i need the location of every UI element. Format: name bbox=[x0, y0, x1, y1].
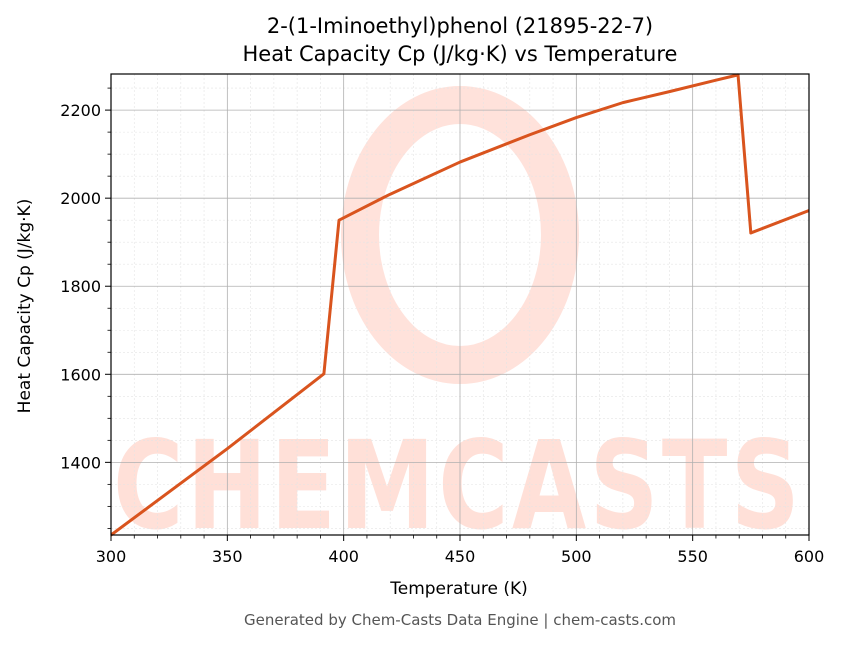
series-line-cp bbox=[111, 73, 809, 537]
x-tick-label: 500 bbox=[561, 547, 592, 566]
y-tick-label: 1800 bbox=[60, 277, 101, 296]
x-axis-label: Temperature (K) bbox=[389, 579, 528, 599]
x-tick-labels: 300 350 400 450 500 550 600 bbox=[96, 547, 825, 566]
chart-title-line-1: 2-(1-Iminoethyl)phenol (21895-22-7) bbox=[267, 14, 653, 38]
y-tick-label: 2000 bbox=[60, 189, 101, 208]
x-tick-label: 350 bbox=[212, 547, 243, 566]
watermark-text: CHEMCASTS bbox=[113, 415, 803, 557]
series-layer bbox=[111, 73, 809, 537]
y-tick-label: 1400 bbox=[60, 453, 101, 472]
axis-ticks bbox=[105, 87, 810, 541]
x-tick-label: 300 bbox=[96, 547, 127, 566]
chart-title-line-2: Heat Capacity Cp (J/kg·K) vs Temperature bbox=[243, 42, 678, 66]
y-tick-label: 1600 bbox=[60, 365, 101, 384]
footer-credit: Generated by Chem-Casts Data Engine | ch… bbox=[244, 611, 676, 629]
watermark: CHEMCASTS bbox=[113, 86, 803, 557]
x-tick-label: 450 bbox=[445, 547, 476, 566]
y-axis-label: Heat Capacity Cp (J/kg·K) bbox=[15, 199, 35, 414]
x-tick-label: 400 bbox=[328, 547, 359, 566]
x-tick-label: 600 bbox=[794, 547, 825, 566]
x-tick-label: 550 bbox=[677, 547, 708, 566]
y-tick-labels: 1400 1600 1800 2000 2200 bbox=[60, 101, 101, 472]
y-tick-label: 2200 bbox=[60, 101, 101, 120]
